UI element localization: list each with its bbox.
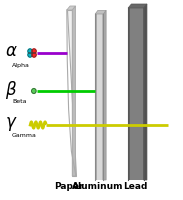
Circle shape bbox=[32, 89, 36, 93]
Text: $\alpha$: $\alpha$ bbox=[5, 44, 18, 60]
Circle shape bbox=[32, 49, 36, 54]
Text: Alpha: Alpha bbox=[12, 63, 30, 68]
Polygon shape bbox=[95, 10, 106, 14]
Polygon shape bbox=[67, 10, 76, 176]
Text: Beta: Beta bbox=[12, 99, 26, 104]
Circle shape bbox=[32, 52, 36, 57]
Polygon shape bbox=[72, 6, 76, 176]
Polygon shape bbox=[95, 14, 103, 180]
Circle shape bbox=[28, 52, 32, 57]
Text: Aluminum: Aluminum bbox=[72, 182, 124, 191]
Polygon shape bbox=[128, 4, 147, 8]
Polygon shape bbox=[95, 14, 97, 180]
Text: $\gamma$: $\gamma$ bbox=[5, 115, 18, 133]
Polygon shape bbox=[128, 8, 130, 180]
Polygon shape bbox=[128, 8, 144, 180]
Circle shape bbox=[28, 49, 32, 54]
Text: $\beta$: $\beta$ bbox=[5, 79, 18, 101]
Polygon shape bbox=[103, 10, 106, 180]
Text: Gamma: Gamma bbox=[12, 133, 37, 138]
Text: Paper: Paper bbox=[54, 182, 83, 191]
Polygon shape bbox=[102, 14, 103, 180]
Text: Lead: Lead bbox=[123, 182, 148, 191]
Polygon shape bbox=[67, 6, 76, 10]
Polygon shape bbox=[144, 4, 147, 180]
